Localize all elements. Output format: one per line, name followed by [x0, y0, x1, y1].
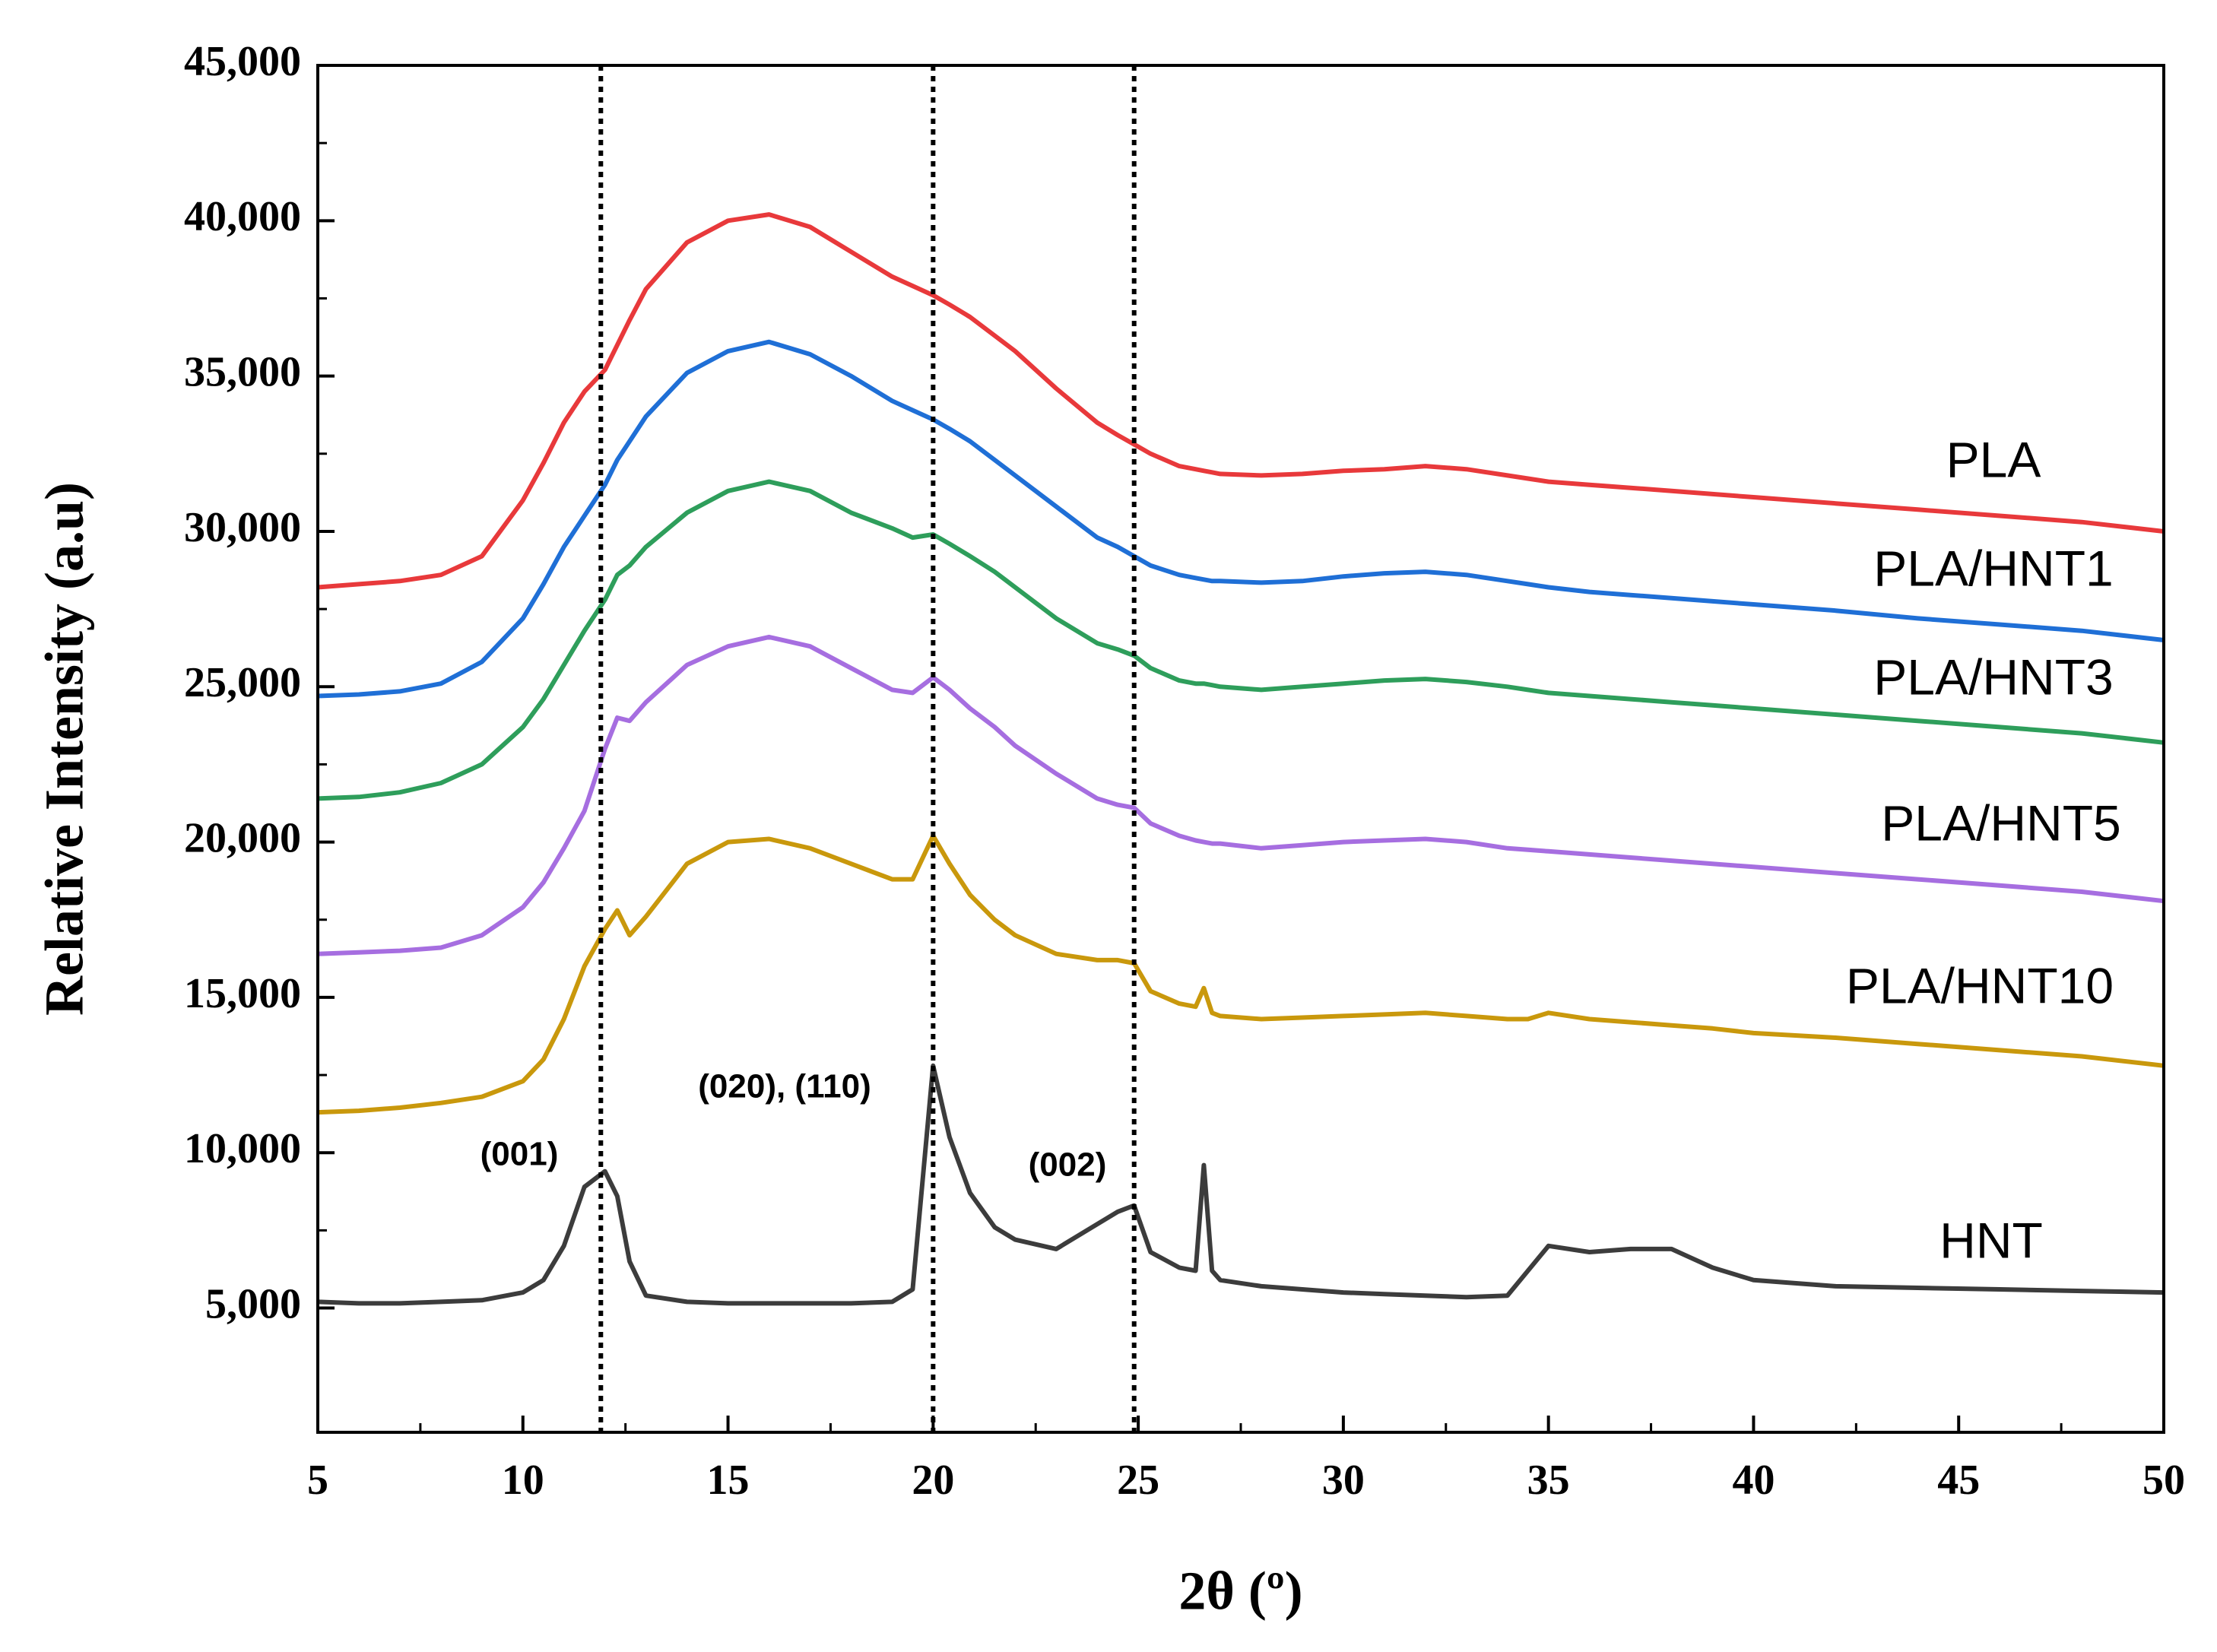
- y-tick-label: 20,000: [184, 814, 301, 861]
- annotation: (020), (110): [698, 1068, 871, 1105]
- x-tick-label: 10: [502, 1457, 544, 1504]
- y-tick-label: 45,000: [184, 38, 301, 85]
- series-label: PLA/HNT3: [1873, 648, 2113, 705]
- series-line: [317, 833, 2165, 1115]
- x-tick-label: 50: [2142, 1457, 2185, 1504]
- x-tick-label: 5: [307, 1457, 328, 1504]
- series-label: PLA: [1946, 431, 2041, 487]
- x-tick-label: 25: [1117, 1457, 1159, 1504]
- x-axis-title: 2θ (º): [1178, 1561, 1302, 1622]
- y-tick-label: 30,000: [184, 504, 301, 551]
- series-line: [317, 339, 2165, 699]
- annotation: (002): [1029, 1146, 1107, 1184]
- series-label: PLA/HNT1: [1873, 540, 2113, 596]
- series-line: [317, 212, 2165, 590]
- series-label: HNT: [1939, 1212, 2043, 1268]
- x-tick-label: 30: [1322, 1457, 1365, 1504]
- y-tick-label: 10,000: [184, 1125, 301, 1172]
- y-tick-label: 25,000: [184, 659, 301, 706]
- y-tick-label: 15,000: [184, 970, 301, 1017]
- y-tick-label: 40,000: [184, 193, 301, 240]
- series-line: [317, 479, 2165, 801]
- x-tick-label: 20: [912, 1457, 954, 1504]
- x-tick-label: 40: [1732, 1457, 1775, 1504]
- y-tick-label: 35,000: [184, 348, 301, 395]
- x-tick-label: 45: [1937, 1457, 1980, 1504]
- x-tick-label: 15: [707, 1457, 750, 1504]
- series-label: PLA/HNT10: [1846, 957, 2114, 1013]
- annotation: (001): [481, 1136, 559, 1173]
- plot-frame: [316, 64, 2165, 1434]
- y-axis-title: Relative Intensity (a.u): [34, 482, 95, 1016]
- x-tick-label: 35: [1527, 1457, 1570, 1504]
- y-tick-label: 5,000: [205, 1280, 301, 1327]
- series-label: PLA/HNT5: [1881, 794, 2120, 851]
